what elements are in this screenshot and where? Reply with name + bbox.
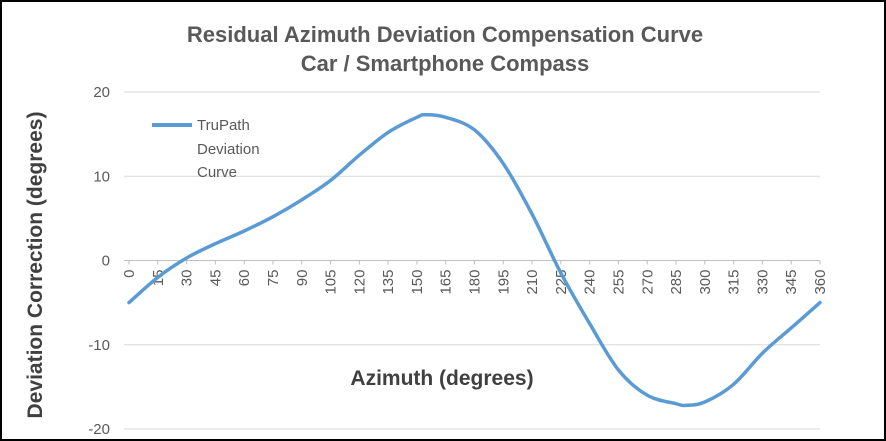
x-tick-label: 90 [294, 270, 311, 287]
x-tick-label: 60 [236, 270, 253, 287]
series-layer [127, 112, 822, 408]
x-tick-label: 270 [639, 270, 656, 295]
y-tick-label: 10 [93, 168, 110, 185]
x-tick-label: 150 [409, 270, 426, 295]
legend-label-line-2: Deviation [197, 141, 260, 158]
legend-label-line-3: Curve [197, 164, 237, 181]
x-tick-label: 345 [783, 270, 800, 295]
y-tick-label: 20 [93, 84, 110, 101]
gridlines [124, 91, 820, 430]
y-tick-label: -10 [88, 337, 110, 354]
y-tick-label: -20 [88, 421, 110, 438]
x-tick-label: 45 [207, 270, 224, 287]
y-tick-label: 0 [102, 253, 110, 270]
x-tick-label: 300 [697, 270, 714, 295]
x-tick-label: 210 [524, 270, 541, 295]
x-tick-label: 240 [582, 270, 599, 295]
x-tick-label: 330 [754, 270, 771, 295]
x-tick-label: 180 [467, 270, 484, 295]
x-tick-label: 285 [668, 270, 685, 295]
x-tick-label: 105 [323, 270, 340, 295]
x-axis-title: Azimuth (degrees) [350, 367, 533, 390]
x-tick-label: 120 [351, 270, 368, 295]
y-axis-title: Deviation Correction (degrees) [24, 112, 47, 419]
x-tick-label: 165 [438, 270, 455, 295]
chart-title: Residual Azimuth Deviation Compensation … [187, 22, 703, 47]
x-tick-label: 225 [553, 270, 570, 295]
x-tick-label: 255 [610, 270, 627, 295]
x-tick-label: 360 [812, 270, 829, 295]
legend: TruPath Deviation Curve [152, 117, 260, 181]
series-line-trupath-deviation-curve [127, 112, 822, 408]
chart-subtitle: Car / Smartphone Compass [301, 51, 590, 76]
legend-label-line-1: TruPath [197, 117, 250, 134]
x-tick-label: 75 [265, 270, 282, 287]
x-tick-label: 195 [495, 270, 512, 295]
x-tick-label: 30 [179, 270, 196, 287]
x-tick-label: 315 [726, 270, 743, 295]
x-tick-label: 135 [380, 270, 397, 295]
y-tick-labels: 20 10 0 -10 -20 [88, 84, 110, 438]
x-tick-label: 0 [121, 270, 138, 278]
x-tick-labels: 0 15 30 45 60 75 90 105 120 135 150 165 180 195 210 225… [121, 260, 829, 295]
